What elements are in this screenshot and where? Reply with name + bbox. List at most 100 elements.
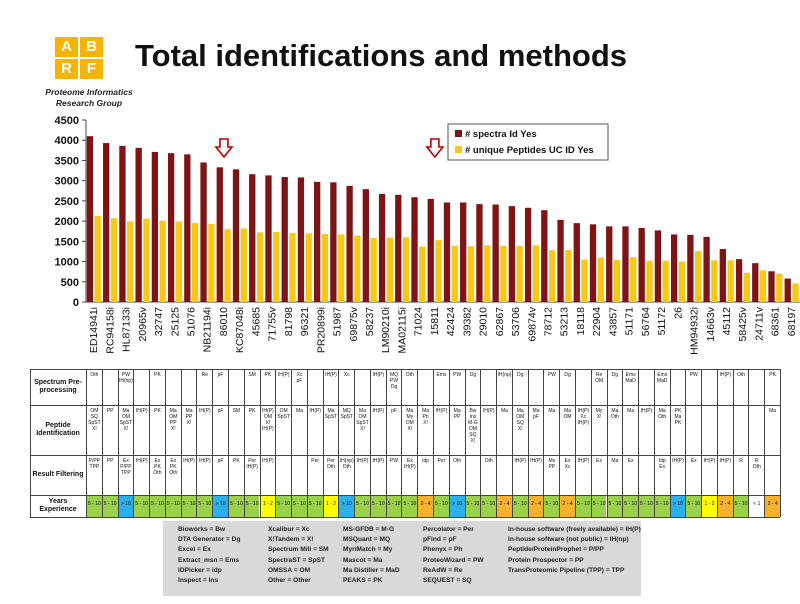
identification-cell: Ma bbox=[295, 408, 303, 414]
bar-peptides bbox=[256, 232, 264, 302]
y-tick-label: 3000 bbox=[55, 176, 79, 188]
bar-spectra bbox=[541, 210, 548, 302]
table-column-border bbox=[117, 369, 119, 517]
x-tick-label: 39382 bbox=[461, 307, 473, 336]
preprocessing-cell: IH(P) bbox=[372, 372, 385, 378]
abbreviation-entry: SpectraST = SpST bbox=[268, 556, 325, 564]
bar-spectra bbox=[622, 226, 629, 302]
bar-spectra bbox=[135, 147, 142, 302]
bar-spectra bbox=[670, 234, 678, 302]
filtering-cell bbox=[765, 458, 780, 494]
years-experience-cell: 5 - 10 bbox=[370, 496, 386, 517]
table-column-border bbox=[212, 369, 214, 517]
years-experience-cell: 5 - 10 bbox=[276, 496, 292, 517]
abbreviation-entry: X!Tandem = X! bbox=[268, 536, 314, 544]
years-experience-cell: 5 - 10 bbox=[434, 496, 449, 517]
years-experience-cell: 5 - 10 bbox=[87, 496, 102, 517]
table-column-border bbox=[701, 369, 703, 517]
identification-cell: PK bbox=[154, 408, 161, 414]
bar-peptides bbox=[500, 245, 507, 302]
legend-frame bbox=[447, 123, 609, 161]
x-tick-label: HM94932i bbox=[689, 307, 701, 355]
table-column-border bbox=[780, 369, 781, 517]
table-column-border bbox=[764, 369, 766, 517]
table-column-border bbox=[401, 369, 403, 517]
bar-spectra bbox=[313, 181, 321, 302]
filtering-cell: Ex PK Oth bbox=[153, 458, 162, 476]
y-tick-label: 4000 bbox=[55, 135, 79, 147]
preprocessing-cell: Ems bbox=[436, 372, 447, 378]
abbreviation-entry: MyriMatch = My bbox=[343, 546, 393, 554]
bar-peptides bbox=[191, 223, 199, 302]
abbreviation-entry: Peptide/ProteinProphet = P/PP bbox=[508, 546, 604, 554]
identification-cell: Ma OM PP X! bbox=[169, 408, 178, 432]
table-column-border bbox=[243, 369, 245, 517]
filtering-cell: IH(P) bbox=[703, 458, 716, 464]
bar-peptides bbox=[662, 260, 669, 302]
filtering-cell: IH(P) bbox=[183, 458, 195, 464]
bar-peptides bbox=[467, 246, 475, 302]
highlight-arrow-icon bbox=[214, 138, 234, 159]
bar-peptides bbox=[727, 260, 734, 302]
bar-spectra bbox=[492, 204, 499, 302]
abbreviation-entry: Spectrum Mill = SM bbox=[268, 546, 329, 554]
preprocessing-cell: PW bbox=[547, 372, 556, 378]
bar-peptides bbox=[451, 245, 458, 302]
bar-peptides bbox=[548, 250, 556, 302]
years-experience-cell: 5 - 10 bbox=[386, 496, 402, 517]
bar-spectra bbox=[216, 167, 223, 302]
x-tick-label: 69874v bbox=[526, 306, 538, 341]
table-column-border bbox=[543, 369, 545, 517]
identification-cell: IH(P) bbox=[640, 408, 653, 414]
bar-peptides bbox=[386, 237, 394, 302]
methods-table: Spectrum Pre-processing Peptide Identific… bbox=[30, 369, 781, 518]
years-experience-cell: > 10 bbox=[213, 496, 228, 517]
preprocessing-cell: Xc bbox=[343, 372, 350, 378]
bar-peptides bbox=[565, 249, 572, 302]
x-tick-label: 43857 bbox=[607, 307, 619, 336]
logo-letter-b: B bbox=[80, 37, 103, 57]
bar-peptides bbox=[581, 259, 588, 302]
abbreviation-entry: Percolator = Per bbox=[423, 526, 474, 533]
identification-cell: Ma OM SQ X! bbox=[516, 408, 525, 432]
bar-peptides bbox=[776, 273, 783, 302]
bar-spectra bbox=[735, 259, 743, 302]
preprocessing-cell bbox=[134, 372, 149, 404]
filtering-cell bbox=[276, 458, 291, 494]
preprocessing-cell: Dg bbox=[517, 372, 524, 378]
years-experience-cell: 2 - 4 bbox=[497, 496, 512, 517]
years-experience-cell: 5 - 10 bbox=[402, 496, 418, 517]
bar-peptides bbox=[240, 228, 247, 302]
filtering-cell bbox=[292, 458, 307, 494]
bar-peptides bbox=[305, 233, 312, 302]
preprocessing-cell: PW bbox=[453, 372, 462, 378]
identification-cell: MQ SpST bbox=[340, 408, 353, 420]
x-tick-label: 24711v bbox=[753, 306, 765, 340]
x-tick-label: 53213 bbox=[559, 307, 571, 336]
filtering-cell: Ex IH(P) bbox=[404, 458, 416, 470]
x-tick-label: 26 bbox=[672, 307, 684, 319]
abbreviation-legend: Bioworks = Bw DTA Generator = Dg Excel = E… bbox=[163, 521, 641, 596]
years-experience-cell: 5 - 10 bbox=[481, 496, 497, 517]
bar-peptides bbox=[435, 240, 442, 302]
years-experience-cell: 5 - 10 bbox=[686, 496, 702, 517]
filtering-cell: IH(np) Oth bbox=[339, 458, 354, 470]
abbreviation-entry: Mascot = Ma bbox=[343, 556, 383, 564]
filtering-cell: R Oth bbox=[752, 458, 761, 470]
years-experience-cell: 5 - 10 bbox=[575, 496, 591, 517]
bar-chart: 0 500 1000 1500 2000 2500 3000 3500 4000 4500 ED14… bbox=[55, 115, 800, 355]
preprocessing-cell: Xc pF bbox=[296, 372, 303, 384]
bar-spectra bbox=[151, 151, 159, 302]
years-experience-cell: 5 - 10 bbox=[544, 496, 560, 517]
bar-peptides bbox=[597, 257, 604, 302]
bar-spectra bbox=[103, 143, 110, 302]
filtering-cell: Oth bbox=[484, 458, 493, 464]
table-column-border bbox=[685, 369, 687, 517]
years-experience-cell: 5 - 10 bbox=[228, 496, 244, 517]
y-tick-label: 4500 bbox=[55, 115, 79, 127]
filtering-cell: PK bbox=[233, 458, 240, 464]
filtering-cell: Ma bbox=[611, 458, 619, 464]
table-column-border bbox=[369, 369, 371, 517]
table-column-border bbox=[669, 369, 671, 517]
preprocessing-cell bbox=[702, 372, 717, 404]
